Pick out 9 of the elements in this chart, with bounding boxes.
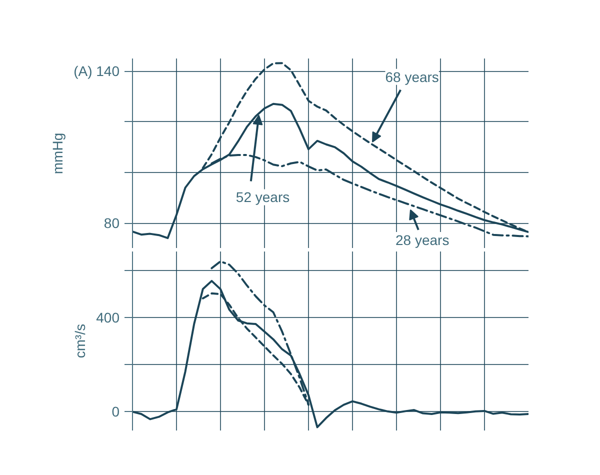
y-tick-label: (A) 140 xyxy=(74,63,120,80)
annotation: 28 years xyxy=(396,232,450,248)
annotation: 52 years xyxy=(236,189,290,206)
y-axis-title: cm³/s xyxy=(72,324,88,358)
y-tick-label: 0 xyxy=(112,404,120,420)
y-axis-title: mmHg xyxy=(50,132,66,174)
y-tick-label: 400 xyxy=(96,309,120,326)
y-tick-label: 80 xyxy=(104,215,120,232)
annotation: 68 years xyxy=(385,68,439,85)
